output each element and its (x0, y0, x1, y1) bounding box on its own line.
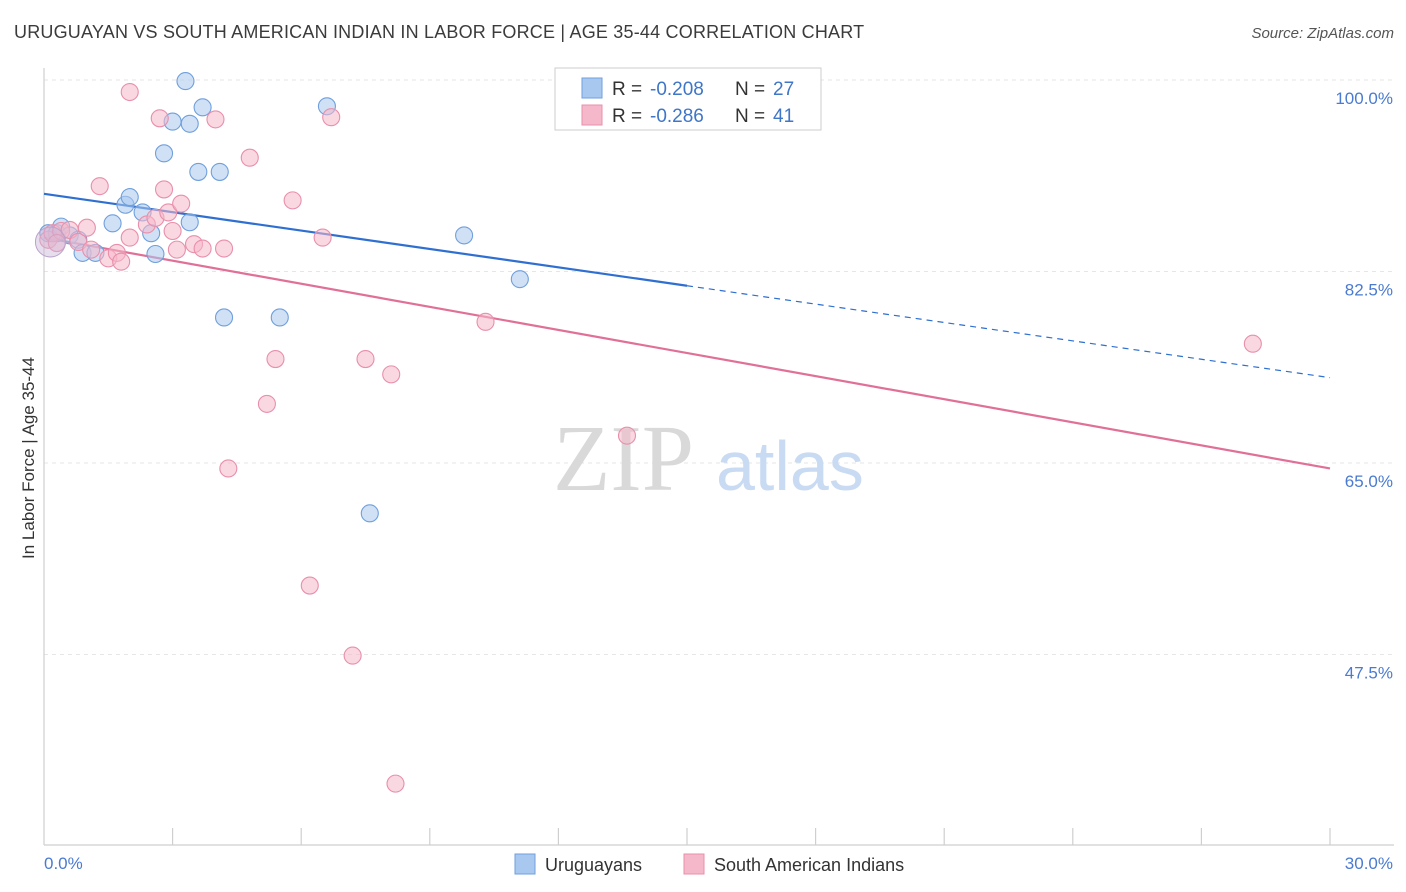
series-legend: Uruguayans South American Indians (514, 853, 904, 875)
data-point-1-21 (206, 110, 225, 129)
chart-title: URUGUAYAN VS SOUTH AMERICAN INDIAN IN LA… (14, 22, 865, 42)
data-point-1-15 (154, 180, 174, 199)
data-point-1-29 (322, 108, 341, 127)
data-point-0-26 (180, 213, 199, 232)
data-point-0-7 (103, 214, 122, 233)
legend-r-value: -0.208 (650, 79, 704, 100)
data-point-1-7 (90, 177, 109, 196)
watermark-atlas: atlas (716, 427, 864, 505)
y-tick-label: 65.0% (1345, 472, 1393, 491)
legend-n-label: N = (735, 106, 765, 127)
data-point-0-22 (360, 504, 379, 523)
data-point-1-32 (382, 365, 401, 384)
data-point-1-16 (159, 203, 178, 222)
legend-label-bottom: Uruguayans (545, 855, 642, 875)
data-point-1-24 (257, 394, 276, 413)
legend-swatch-bottom-0 (514, 853, 536, 875)
legend-swatch-bottom-1 (683, 853, 705, 875)
data-point-1-17 (163, 221, 182, 241)
data-point-1-27 (300, 576, 319, 595)
y-tick-label: 100.0% (1335, 89, 1393, 108)
trend-line-0 (43, 192, 688, 287)
data-point-0-24 (510, 270, 529, 289)
data-point-1-35 (617, 426, 637, 445)
data-point-0-9 (120, 188, 139, 207)
data-point-0-13 (154, 144, 174, 163)
y-tick-label: 82.5% (1345, 281, 1393, 300)
data-point-0-12 (146, 244, 165, 264)
data-point-1-14 (150, 109, 169, 128)
axes (43, 68, 1394, 846)
legend-swatch-0 (581, 77, 603, 99)
data-point-0-15 (180, 114, 199, 133)
data-point-0-16 (189, 162, 208, 181)
data-point-1-33 (386, 774, 405, 793)
trend-line-1 (43, 236, 1331, 470)
y-axis-label: In Labor Force | Age 35-44 (19, 357, 38, 559)
data-point-0-25 (210, 162, 229, 181)
data-point-cluster (34, 226, 66, 258)
y-tick-label: 47.5% (1345, 664, 1393, 683)
data-point-1-11 (120, 228, 139, 247)
legend-label-bottom: South American Indians (714, 855, 904, 875)
data-point-0-23 (455, 226, 474, 245)
legend-n-value: 41 (773, 106, 794, 127)
legend-r-label: R = (612, 79, 642, 100)
data-point-1-18 (167, 240, 186, 259)
data-point-1-26 (283, 191, 302, 210)
data-point-1-10 (112, 252, 131, 271)
data-point-0-19 (214, 308, 234, 327)
data-point-1-31 (356, 349, 375, 369)
source-label: Source: ZipAtlas.com (1251, 25, 1394, 42)
watermark-zip: ZIP (553, 407, 694, 511)
data-point-0-17 (193, 98, 212, 117)
trend-line-extension-0 (686, 285, 1331, 379)
data-point-1-22 (219, 459, 238, 478)
x-tick-label: 30.0% (1345, 854, 1393, 873)
legend-n-label: N = (735, 79, 765, 100)
legend-r-label: R = (612, 106, 642, 127)
data-point-0-20 (270, 308, 289, 327)
data-point-1-28 (313, 228, 332, 247)
tick-labels: 100.0% 82.5% 65.0% 47.5% 0.0% 30.0% (44, 89, 1393, 873)
data-points (34, 72, 1262, 793)
legend-swatch-1 (581, 104, 603, 126)
data-point-1-39 (214, 239, 234, 258)
data-point-1-37 (120, 82, 139, 102)
data-point-1-19 (172, 194, 191, 213)
stats-legend: R = -0.208 N = 27 R = -0.286 N = 41 (554, 67, 822, 131)
data-point-0-18 (176, 72, 195, 91)
data-point-1-38 (193, 239, 212, 258)
data-point-1-23 (240, 148, 259, 167)
data-point-1-6 (82, 240, 101, 259)
trend-lines (43, 192, 1331, 470)
gridlines (44, 79, 1394, 655)
legend-r-value: -0.286 (650, 106, 704, 127)
data-point-1-36 (1243, 334, 1262, 353)
legend-n-value: 27 (773, 79, 794, 100)
data-point-1-25 (266, 349, 285, 369)
data-point-1-30 (343, 646, 362, 665)
watermark: ZIP atlas (553, 407, 864, 511)
data-point-1-5 (77, 218, 96, 237)
data-point-1-34 (476, 312, 495, 331)
x-tick-label: 0.0% (44, 854, 83, 873)
